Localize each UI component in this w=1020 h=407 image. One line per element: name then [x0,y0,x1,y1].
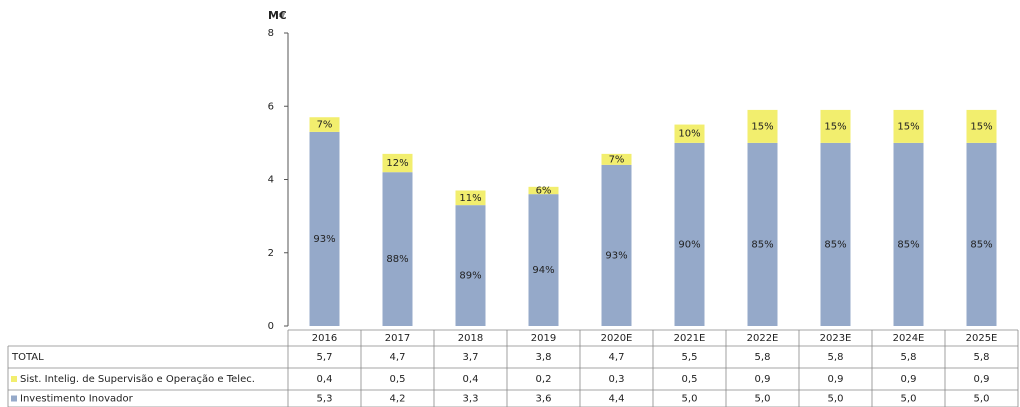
row-label: Sist. Intelig. de Supervisão e Operação … [20,374,255,385]
share-label: 85% [824,239,846,250]
bar-segment [382,172,413,326]
x-tick-label: 2017 [385,333,410,344]
table-cell: 5,8 [755,352,771,363]
bar-segment [966,142,997,326]
y-axis-label: M€ [268,9,287,22]
table-cell: 5,5 [682,352,698,363]
y-tick-label: 2 [268,248,274,259]
x-tick-label: 2019 [531,333,556,344]
y-tick-label: 8 [268,28,274,39]
share-label: 15% [970,121,992,132]
table-cell: 0,2 [536,374,552,385]
bar-segment [455,205,486,326]
share-label: 85% [897,239,919,250]
table-cell: 5,8 [828,352,844,363]
share-label: 12% [386,158,408,169]
y-tick-label: 4 [268,175,274,186]
table-cell: 5,0 [901,394,917,405]
row-label: Investimento Inovador [20,394,134,405]
table-cell: 0,9 [755,374,771,385]
table-cell: 0,4 [463,374,479,385]
table-cell: 3,3 [463,394,479,405]
table-cell: 0,9 [828,374,844,385]
bar-segment [820,142,851,326]
bar-segment [455,190,486,206]
legend-swatch [11,376,17,382]
share-label: 93% [605,250,627,261]
x-tick-label: 2021E [674,333,706,344]
table-cell: 5,0 [682,394,698,405]
bar-segment [382,153,413,173]
share-label: 85% [751,239,773,250]
y-tick-label: 0 [268,321,274,332]
bar-segment [528,194,559,326]
share-label: 88% [386,254,408,265]
share-label: 90% [678,239,700,250]
bar-segment [601,164,632,326]
bar-segment [601,153,632,165]
share-label: 94% [532,265,554,276]
bar-segment [674,142,705,326]
share-label: 15% [897,121,919,132]
y-tick-label: 6 [268,101,274,112]
legend-swatch [11,395,17,402]
bar-segment [893,142,924,326]
x-tick-label: 2024E [893,333,925,344]
x-tick-label: 2020E [601,333,633,344]
bar-segment [747,109,778,143]
x-tick-label: 2018 [458,333,483,344]
table-cell: 3,7 [463,352,479,363]
x-tick-label: 2025E [966,333,998,344]
table-cell: 4,2 [390,394,406,405]
table-cell: 0,4 [317,374,333,385]
table-cell: 5,8 [901,352,917,363]
table-cell: 5,3 [317,394,333,405]
bar-segment [309,117,340,132]
table-cell: 4,7 [609,352,625,363]
share-label: 6% [536,185,552,196]
table-cell: 3,8 [536,352,552,363]
bar-segment [528,186,559,195]
x-tick-label: 2022E [747,333,779,344]
share-label: 85% [970,239,992,250]
bar-segment [820,109,851,143]
table-cell: 5,7 [317,352,333,363]
table-cell: 5,8 [974,352,990,363]
table-cell: 0,9 [901,374,917,385]
bar-segment [309,131,340,326]
table-cell: 0,9 [974,374,990,385]
x-tick-label: 2023E [820,333,852,344]
table-cell: 0,5 [682,374,698,385]
bar-segment [747,142,778,326]
table-cell: 5,0 [828,394,844,405]
bar-segment [966,109,997,143]
share-label: 10% [678,129,700,140]
share-label: 7% [317,120,333,131]
bar-segment [674,124,705,143]
table-cell: 5,0 [755,394,771,405]
share-label: 89% [459,271,481,282]
share-label: 93% [313,234,335,245]
share-label: 15% [824,121,846,132]
table-cell: 4,4 [609,394,625,405]
share-label: 15% [751,121,773,132]
bar-segment [893,109,924,143]
table-cell: 5,0 [974,394,990,405]
table-cell: 0,3 [609,374,625,385]
table-cell: 3,6 [536,394,552,405]
table-cell: 0,5 [390,374,406,385]
table-cell: 4,7 [390,352,406,363]
row-label: TOTAL [11,352,44,363]
x-tick-label: 2016 [312,333,337,344]
share-label: 11% [459,193,481,204]
share-label: 7% [609,154,625,165]
